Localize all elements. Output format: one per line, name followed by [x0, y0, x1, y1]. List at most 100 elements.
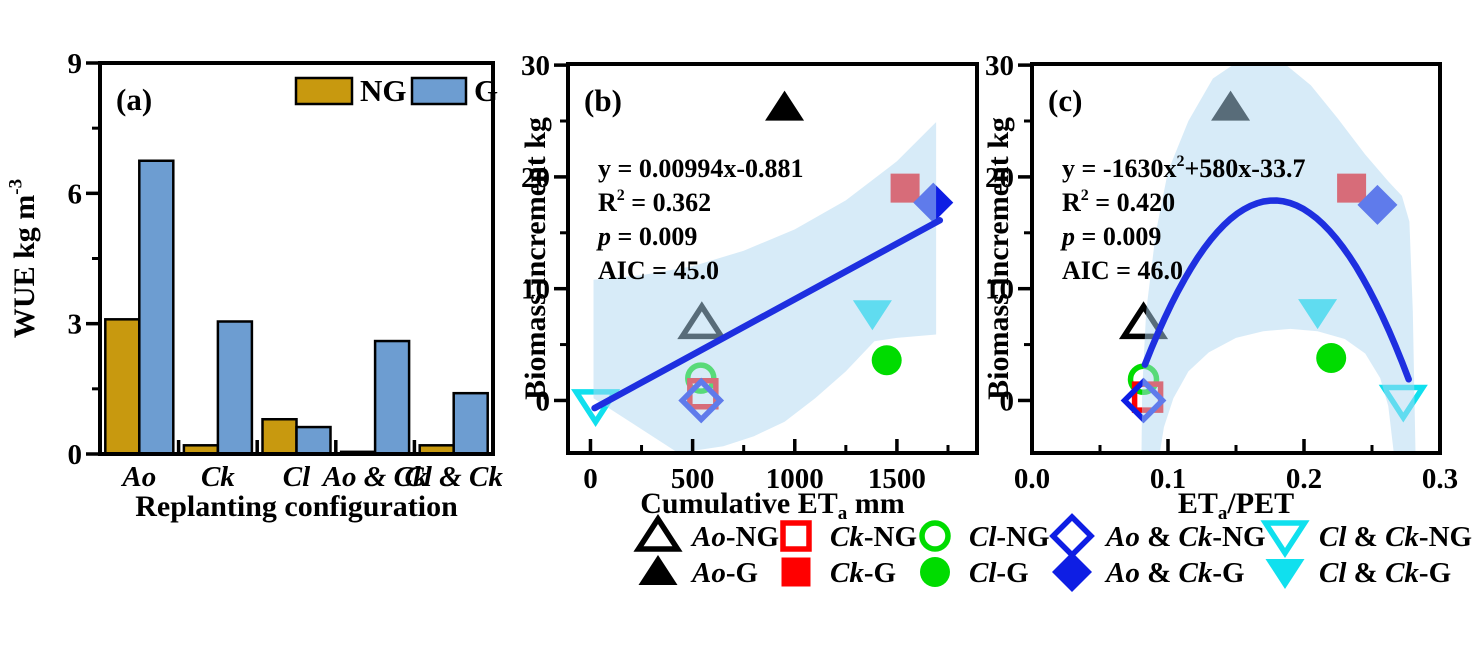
legend-label-cl_ng: Cl-NG [969, 521, 1050, 553]
bar-G-AoCk [373, 339, 411, 456]
y-tick-label: 10 [521, 274, 550, 306]
y-tick-label: 0 [536, 385, 551, 417]
legend-marker-ck_g [781, 557, 811, 587]
x-tick-label: 0.3 [1422, 463, 1458, 495]
y-tick-label: 30 [521, 50, 550, 82]
legend-label-clck_ng: Cl & Ck-NG [1319, 521, 1472, 553]
legend-item-ck_g: Ck-G [781, 557, 896, 589]
confidence-band [1141, 64, 1416, 453]
panel-letter-a: (a) [116, 82, 152, 117]
axis-frame [98, 61, 495, 456]
legend-marker-clck_g [1265, 559, 1305, 589]
bar-G-ClCk [452, 391, 489, 456]
y-axis-title-a: WUE kg m-3 [5, 179, 41, 338]
x-axis-title-a: Replanting configuration [135, 490, 458, 523]
x-axis-title-c: ETa/PET [1178, 487, 1294, 524]
x-tick-label: 500 [671, 463, 715, 495]
legend-item-ck_ng: Ck-NG [780, 520, 917, 553]
bar-G-Cl [295, 425, 332, 456]
axis-frame [1030, 62, 1442, 455]
legend-label-clck_g: Cl & Ck-G [1319, 557, 1451, 589]
panel-a-legend: NG G [294, 73, 498, 108]
bottom-legend: Ao-NG Ao-G Ck-NG Ck-G Cl-NG Cl-G Ao & Ck-NG Ao … [633, 513, 1472, 592]
legend-item-clck_ng: Cl & Ck-NG [1260, 520, 1472, 559]
annotation-line-4: AIC = 46.0 [1062, 256, 1183, 285]
x-tick-label: 0 [583, 463, 598, 495]
legend-item-aock_g: Ao & Ck-G [1052, 552, 1245, 592]
annotation-line-1: y = 0.00994x-0.881 [598, 154, 803, 183]
legend-label-ck_g: Ck-G [830, 557, 896, 589]
legend-label-cl_g: Cl-G [969, 557, 1029, 589]
legend-label-ao_ng: Ao-NG [690, 521, 779, 553]
category-label: Ao [120, 461, 156, 493]
legend-item-clck_g: Cl & Ck-G [1265, 557, 1451, 589]
x-axis-title-b: Cumulative ETa mm [640, 487, 905, 524]
legend-marker-aock_g [1052, 552, 1092, 592]
x-tick-label: 0.1 [1150, 463, 1186, 495]
bar-G-Ck [216, 320, 254, 456]
legend-label-ck_ng: Ck-NG [830, 521, 917, 553]
marker-ao_g [765, 90, 805, 121]
legend-label-aock_ng: Ao & Ck-NG [1104, 521, 1266, 553]
category-label: Ao & Ck [321, 461, 428, 493]
panel-letter-c: (c) [1048, 83, 1082, 118]
legend-item-ao_g: Ao-G [638, 555, 758, 589]
y-tick-label: 20 [521, 162, 550, 194]
legend-label-ng: NG [360, 73, 407, 108]
bar-NG-Ao [104, 318, 141, 456]
y-tick-label: 3 [68, 309, 83, 341]
annotation-line-1: y = -1630x2+580x-33.7 [1062, 153, 1305, 183]
marker-cl_g [1316, 342, 1347, 373]
y-tick-label: 10 [985, 274, 1014, 306]
panel-c: 0.0 0.1 0.2 0.3 0 10 20 30 (c) y = -1630x2+580x-3… [982, 50, 1458, 524]
legend-marker-cl_g [920, 557, 950, 587]
y-tick-label: 6 [68, 178, 83, 210]
x-tick-label: 1500 [868, 463, 926, 495]
bar-NG-Cl [261, 417, 298, 456]
panel-b: 0 500 1000 1500 0 10 20 30 (b) y = 0.00994x-0.881… [519, 50, 979, 524]
legend-marker-ao_g [638, 555, 678, 585]
annotation-line-2: R2 = 0.362 [598, 187, 711, 217]
legend-swatch-g [410, 76, 468, 106]
legend-marker-ao_ng [633, 513, 683, 552]
marker-cl_g [871, 345, 902, 376]
category-label: Cl & Ck [405, 461, 504, 493]
legend-label-ao_g: Ao-G [690, 557, 758, 589]
fit-line [591, 217, 944, 412]
y-tick-label: 9 [68, 48, 83, 80]
y-axis-title-b: Biomass increment kg [519, 117, 552, 400]
annotation-line-3: p = 0.009 [596, 222, 697, 251]
x-tick-label: 0.0 [1014, 463, 1050, 495]
category-label: Ck [201, 461, 235, 493]
y-tick-label: 30 [985, 50, 1014, 82]
x-tick-label: 1000 [766, 463, 824, 495]
fit-curve [1141, 197, 1412, 383]
legend-label-g: G [474, 73, 498, 108]
legend-item-cl_ng: Cl-NG [919, 520, 1050, 553]
y-tick-label: 20 [985, 162, 1014, 194]
legend-marker-ck_ng [780, 520, 812, 552]
annotation-line-2: R2 = 0.420 [1062, 187, 1175, 217]
annotation-line-4: AIC = 45.0 [598, 256, 719, 285]
axis-frame [566, 62, 979, 455]
legend-marker-clck_ng [1260, 520, 1310, 559]
legend-item-ao_ng: Ao-NG [633, 513, 779, 553]
confidence-band [593, 122, 937, 453]
y-axis-title-c: Biomass increment kg [982, 117, 1015, 400]
legend-item-cl_g: Cl-G [920, 557, 1029, 589]
category-label: Cl [283, 461, 311, 493]
bar-G-Ao [138, 159, 175, 456]
annotation-line-3: p = 0.009 [1060, 222, 1161, 251]
legend-label-aock_g: Ao & Ck-G [1104, 557, 1245, 589]
legend-swatch-ng [294, 76, 354, 106]
legend-marker-aock_ng [1049, 513, 1095, 559]
x-tick-label: 0.2 [1286, 463, 1322, 495]
panel-letter-b: (b) [584, 83, 622, 118]
legend-item-aock_ng: Ao & Ck-NG [1049, 513, 1266, 559]
y-tick-label: 0 [1000, 385, 1015, 417]
y-tick-label: 0 [68, 439, 83, 471]
legend-marker-cl_ng [919, 520, 951, 552]
